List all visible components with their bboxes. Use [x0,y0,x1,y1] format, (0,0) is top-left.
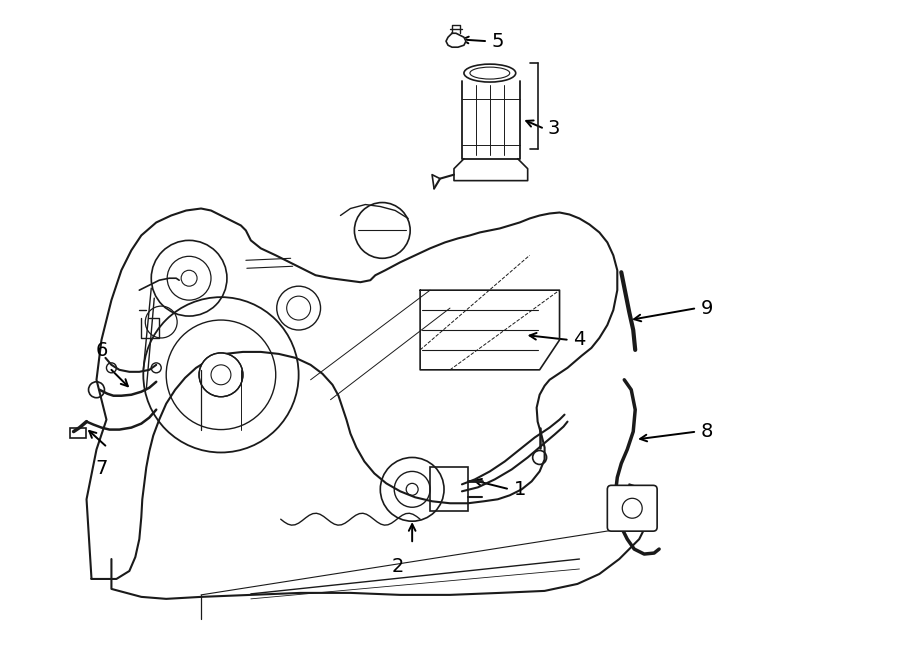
Text: 7: 7 [95,459,108,479]
Text: 5: 5 [491,32,504,51]
FancyBboxPatch shape [608,485,657,531]
Polygon shape [112,485,654,599]
Polygon shape [86,208,617,579]
Text: 4: 4 [573,330,586,350]
Text: 6: 6 [95,341,108,360]
Text: 1: 1 [514,480,526,499]
Polygon shape [420,290,560,370]
Text: 9: 9 [701,299,714,317]
Text: 8: 8 [701,422,714,441]
Polygon shape [462,81,519,159]
Bar [69,428,86,438]
Bar [430,467,468,511]
Polygon shape [446,33,466,47]
Text: 3: 3 [547,120,560,138]
Circle shape [199,353,243,397]
Text: 2: 2 [392,557,404,576]
